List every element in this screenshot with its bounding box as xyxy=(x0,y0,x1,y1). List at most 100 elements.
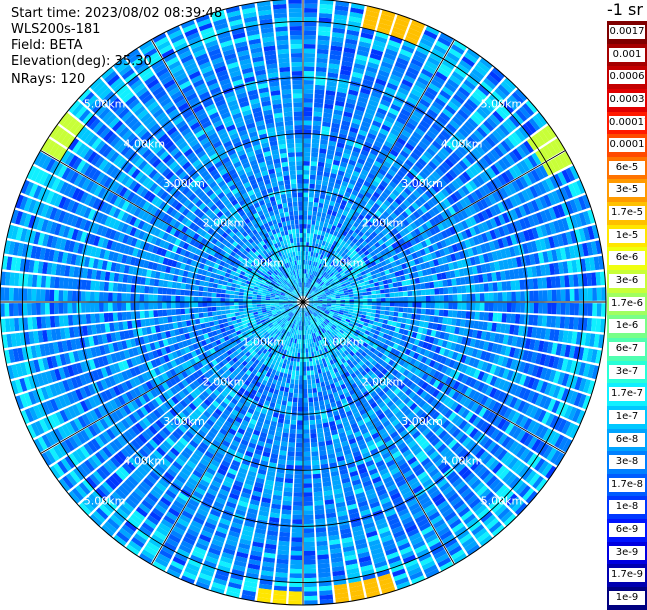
ppi-range-gate xyxy=(330,50,342,56)
ppi-range-gate xyxy=(317,48,329,55)
ppi-range-gate xyxy=(284,414,291,420)
ppi-range-gate xyxy=(289,433,296,439)
ppi-range-gate xyxy=(361,311,367,316)
ppi-range-gate xyxy=(366,287,372,292)
ppi-range-gate xyxy=(382,279,388,285)
ppi-range-gate xyxy=(429,315,435,323)
ppi-range-gate xyxy=(349,126,359,134)
ppi-range-gate xyxy=(298,330,300,335)
ppi-range-gate xyxy=(433,316,439,323)
ppi-range-gate xyxy=(551,303,557,315)
ppi-range-gate xyxy=(385,306,390,311)
ppi-range-gate xyxy=(304,334,307,340)
ppi-range-gate xyxy=(280,518,291,524)
ppi-range-gate xyxy=(288,442,296,448)
ppi-range-gate xyxy=(316,262,320,268)
ppi-range-gate xyxy=(429,309,435,316)
ppi-range-gate xyxy=(309,188,315,194)
ppi-range-gate xyxy=(299,361,303,367)
ppi-range-gate xyxy=(308,278,311,284)
ppi-range-gate xyxy=(304,555,316,560)
ppi-range-gate xyxy=(368,279,374,284)
ppi-range-gate xyxy=(397,312,403,318)
ppi-range-gate xyxy=(288,365,293,371)
ppi-range-gate xyxy=(317,368,322,374)
ppi-range-gate xyxy=(300,348,303,353)
ppi-range-gate xyxy=(386,136,396,145)
ppi-range-gate xyxy=(319,13,333,19)
ppi-range-gate xyxy=(316,540,328,547)
ppi-range-gate xyxy=(362,165,371,173)
ppi-range-gate xyxy=(318,268,322,274)
ppi-range-gate xyxy=(437,93,449,104)
ppi-range-gate xyxy=(303,215,308,220)
ppi-range-gate xyxy=(304,44,316,49)
ppi-range-gate xyxy=(319,193,326,200)
ppi-range-gate xyxy=(289,586,302,592)
ppi-range-gate xyxy=(336,174,344,181)
ppi-range-gate xyxy=(514,314,521,324)
ppi-range-gate xyxy=(438,309,444,317)
ppi-range-gate xyxy=(380,14,395,22)
ppi-range-gate xyxy=(328,254,333,260)
ppi-range-gate xyxy=(313,120,322,126)
ppi-range-gate xyxy=(338,189,345,196)
ppi-range-gate xyxy=(281,509,292,515)
ppi-range-gate xyxy=(474,311,480,320)
ppi-range-gate xyxy=(288,437,296,443)
ppi-range-gate xyxy=(303,201,308,207)
ppi-range-gate xyxy=(304,591,318,596)
ppi-range-gate xyxy=(393,65,406,75)
ppi-range-gate xyxy=(308,406,314,412)
ppi-range-gate xyxy=(378,69,390,78)
ppi-range-gate xyxy=(311,351,315,357)
ppi-range-gate xyxy=(412,110,424,120)
ppi-range-gate xyxy=(452,302,458,310)
ppi-range-gate xyxy=(303,246,306,252)
ppi-range-gate xyxy=(371,302,377,306)
ppi-range-gate xyxy=(403,307,408,313)
ppi-range-gate xyxy=(365,137,375,145)
ppi-range-gate xyxy=(461,302,467,310)
ppi-range-gate xyxy=(303,111,313,117)
ppi-range-gate xyxy=(429,52,443,63)
ppi-range-gate xyxy=(314,188,321,194)
ppi-range-gate xyxy=(346,29,360,37)
ppi-range-gate xyxy=(305,287,308,292)
ppi-range-gate xyxy=(398,133,409,142)
ppi-range-gate xyxy=(389,297,395,302)
ppi-range-gate xyxy=(313,487,323,493)
ppi-range-gate xyxy=(542,290,548,302)
ppi-range-gate xyxy=(375,310,381,314)
ppi-range-gate xyxy=(349,307,354,310)
ppi-range-gate xyxy=(375,313,380,318)
ppi-range-gate xyxy=(333,109,343,116)
ppi-range-gate xyxy=(461,294,467,302)
ppi-range-gate xyxy=(317,35,330,41)
ppi-range-gate xyxy=(335,226,341,233)
ppi-range-gate xyxy=(318,26,331,32)
ppi-range-gate xyxy=(312,134,320,140)
ppi-range-gate xyxy=(363,19,377,27)
ppi-range-gate xyxy=(340,304,345,307)
ppi-range-gate xyxy=(373,40,386,48)
ppi-range-gate xyxy=(317,253,322,259)
ppi-range-gate xyxy=(371,164,380,172)
ppi-range-gate xyxy=(314,225,319,230)
ppi-range-gate xyxy=(501,281,507,291)
ppi-range-gate xyxy=(303,259,305,265)
ppi-range-gate xyxy=(297,406,303,412)
ppi-range-gate xyxy=(305,273,308,279)
ppi-range-gate xyxy=(344,206,351,213)
ppi-range-gate xyxy=(347,93,358,101)
ppi-range-gate xyxy=(320,264,324,270)
ppi-range-gate xyxy=(357,192,365,200)
ppi-range-gate xyxy=(360,149,369,157)
ppi-range-gate xyxy=(380,302,386,306)
ppi-range-gate xyxy=(328,140,337,147)
ppi-range-gate xyxy=(430,295,435,302)
ppi-range-gate xyxy=(515,291,521,302)
ppi-range-gate xyxy=(285,382,290,388)
ppi-range-gate xyxy=(355,217,362,225)
ppi-range-gate xyxy=(303,251,306,256)
